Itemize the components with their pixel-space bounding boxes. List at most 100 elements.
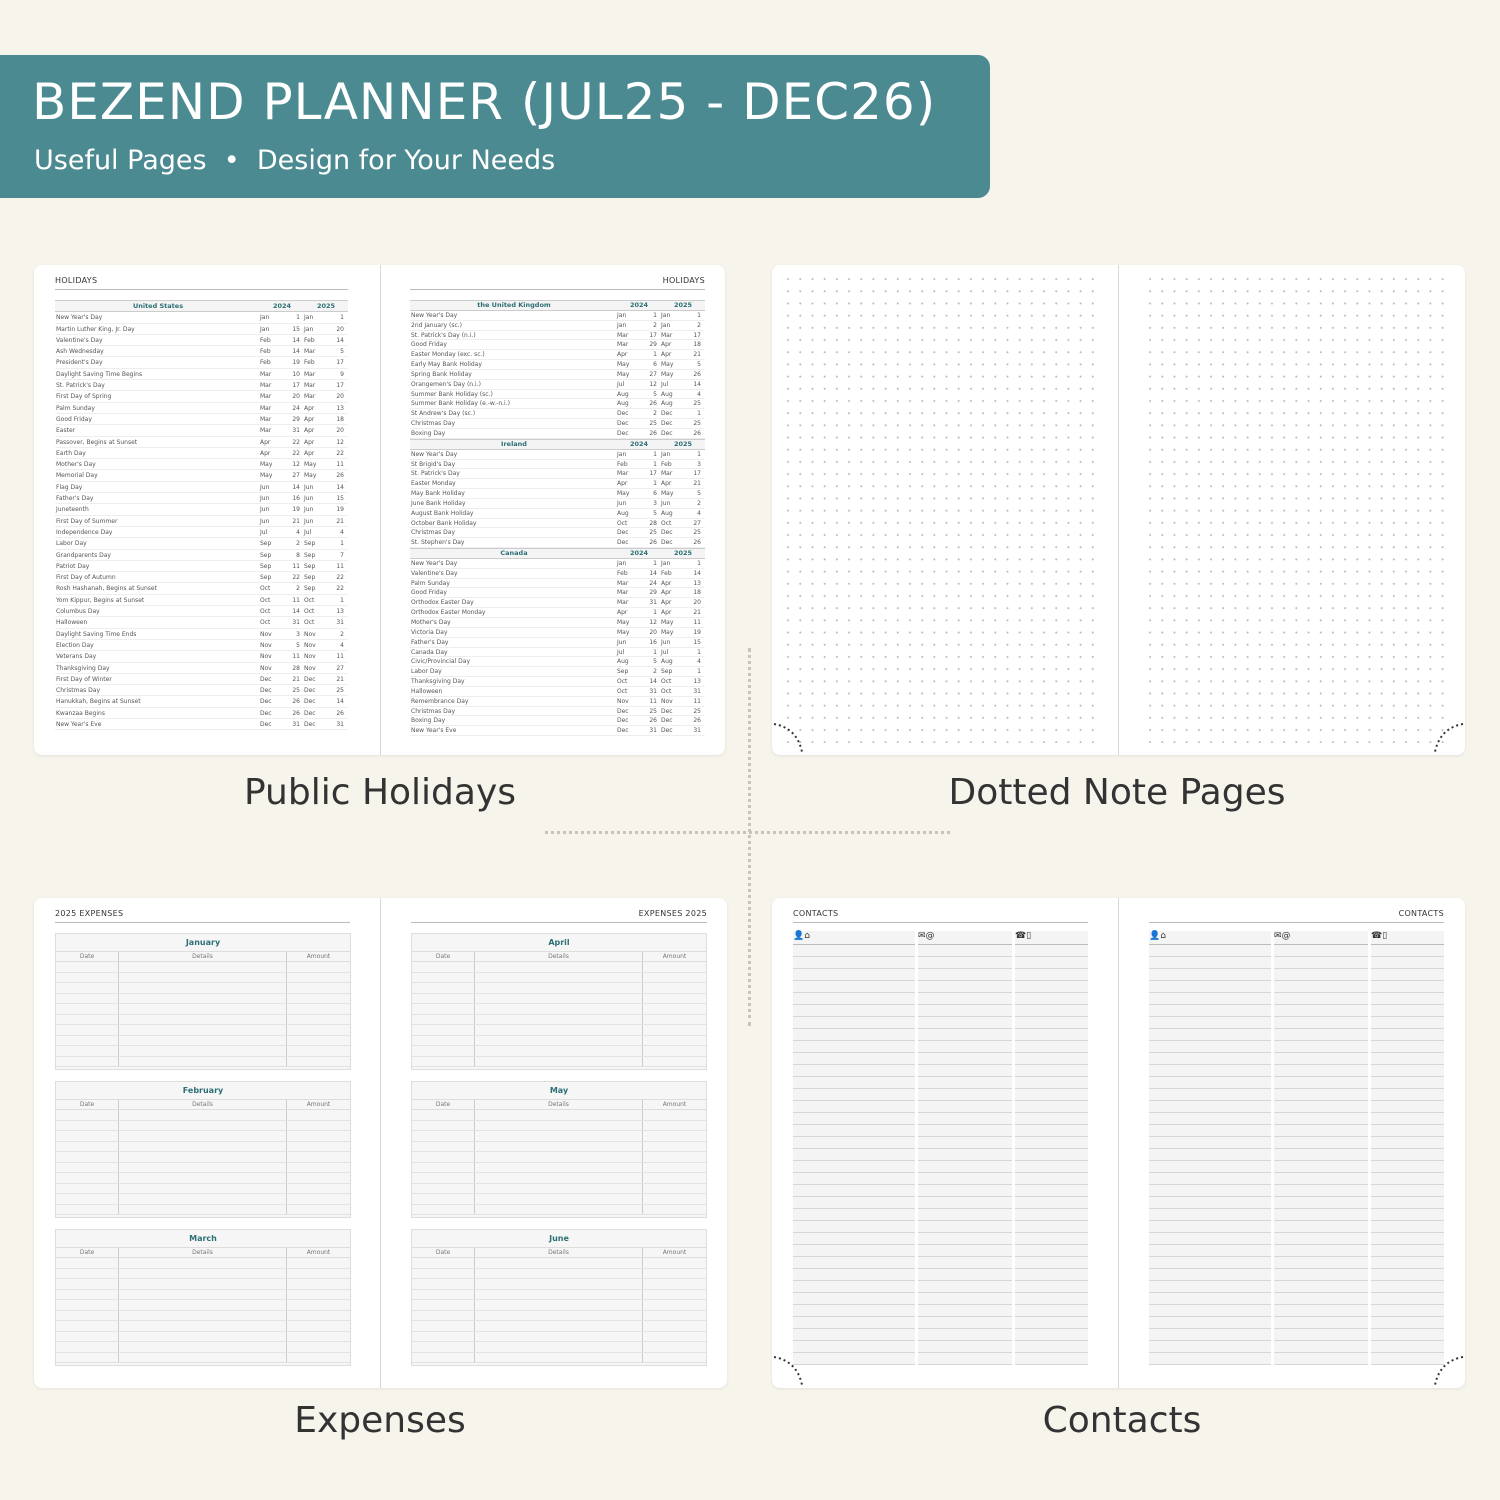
- contact-row: [1015, 1041, 1088, 1053]
- holiday-name: New Year's Eve: [411, 727, 457, 735]
- day-2024: 14: [292, 336, 300, 344]
- expense-month-table: May Date Details Amount: [411, 1081, 707, 1218]
- expense-row: [412, 1321, 706, 1332]
- holiday-name: Ash Wednesday: [56, 348, 104, 356]
- month-2025: Dec: [304, 709, 316, 717]
- contacts-page-left: CONTACTS: [793, 909, 1088, 923]
- month-2024: Apr: [260, 449, 271, 457]
- page-heading: HOLIDAYS: [55, 276, 348, 290]
- contact-row: [793, 1281, 915, 1293]
- month-2024: May: [617, 370, 630, 378]
- holiday-row: Valentine's Day Feb 14 Feb 14: [410, 569, 705, 579]
- mail-at-icon: ✉@: [1274, 931, 1368, 945]
- contact-row: [793, 1005, 915, 1017]
- holiday-name: May Bank Holiday: [411, 490, 465, 498]
- day-2025: 26: [693, 370, 701, 378]
- contact-row: [793, 1077, 915, 1089]
- expense-cell: [119, 1258, 287, 1268]
- contact-row: [1015, 1245, 1088, 1257]
- month-2024: Dec: [617, 420, 629, 428]
- expense-cell: [119, 1300, 287, 1310]
- expense-cell: [287, 1353, 350, 1363]
- expense-row: [56, 1162, 350, 1173]
- day-2025: 22: [336, 449, 344, 457]
- day-2025: 4: [340, 641, 344, 649]
- month-2025: Feb: [661, 569, 672, 577]
- contact-row: [1015, 1209, 1088, 1221]
- day-2024: 5: [653, 390, 657, 398]
- contact-row: [1015, 1197, 1088, 1209]
- day-2024: 11: [292, 562, 300, 570]
- holiday-name: Mother's Day: [56, 461, 96, 469]
- expense-cell: [56, 1289, 119, 1299]
- expense-cell: [56, 983, 119, 993]
- expense-row: [56, 1004, 350, 1015]
- expense-cell: [643, 1121, 706, 1131]
- expense-cell: [643, 1110, 706, 1120]
- month-2025: Apr: [304, 427, 315, 435]
- month-2025: Jul: [661, 380, 669, 388]
- holiday-name: August Bank Holiday: [411, 509, 474, 517]
- day-2025: 15: [336, 495, 344, 503]
- day-2024: 26: [649, 717, 657, 725]
- expense-cell: [119, 1131, 287, 1141]
- holiday-row: Orthodox Easter Monday Apr 1 Apr 21: [410, 608, 705, 618]
- expense-cell: [475, 1014, 643, 1024]
- expense-cell: [119, 1120, 287, 1130]
- contact-row: [793, 1221, 915, 1233]
- day-2025: 21: [693, 609, 701, 617]
- holiday-row: Father's Day Jun 16 Jun 15: [410, 638, 705, 648]
- subtitle-right: Design for Your Needs: [256, 145, 556, 176]
- holiday-row: Ash Wednesday Feb 14 Mar 5: [55, 346, 348, 358]
- expense-cell: [412, 1141, 475, 1151]
- expense-cell: [643, 1036, 706, 1046]
- year-2024: 2024: [629, 301, 649, 309]
- expense-cell: [412, 1310, 475, 1320]
- contact-row: [1149, 1353, 1271, 1365]
- expense-cell: [56, 1204, 119, 1214]
- contact-row: [1371, 981, 1444, 993]
- expense-cell: [56, 1342, 119, 1352]
- holiday-name: Civic/Provincial Day: [411, 658, 470, 666]
- day-2025: 25: [693, 529, 701, 537]
- month-2024: Jan: [617, 321, 627, 329]
- holiday-row: Kwanzaa Begins Dec 26 Dec 26: [55, 708, 348, 719]
- contact-row: [793, 1233, 915, 1245]
- contact-column: 👤⌂: [1149, 931, 1271, 1365]
- expense-cell: [475, 983, 643, 993]
- month-2025: Dec: [661, 707, 673, 715]
- holiday-row: First Day of Winter Dec 21 Dec 21: [55, 674, 348, 686]
- day-2024: 1: [653, 648, 657, 656]
- day-2024: 25: [649, 707, 657, 715]
- month-2025: Apr: [661, 579, 672, 587]
- holiday-name: Kwanzaa Begins: [56, 709, 105, 717]
- contact-row: [918, 1113, 1012, 1125]
- day-2025: 4: [697, 509, 701, 517]
- holiday-row: Remembrance Day Nov 11 Nov 11: [410, 697, 705, 707]
- holiday-name: St. Stephen's Day: [411, 539, 465, 547]
- expense-cell: [56, 1035, 119, 1045]
- day-2025: 2: [697, 499, 701, 507]
- contact-row: [793, 1257, 915, 1269]
- day-2025: 4: [697, 390, 701, 398]
- holiday-name: Patriot Day: [56, 562, 90, 570]
- expense-row: [56, 1321, 350, 1332]
- contact-row: [1015, 1257, 1088, 1269]
- contact-row: [918, 1293, 1012, 1305]
- contact-row: [1015, 1125, 1088, 1137]
- contact-row: [918, 1053, 1012, 1065]
- holiday-name: Boxing Day: [411, 717, 446, 725]
- expense-cell: [643, 1173, 706, 1183]
- month-2025: Sep: [304, 585, 316, 593]
- contacts-table: 👤⌂ ✉@ ☎▯: [793, 931, 1088, 1365]
- contact-row: [1274, 1053, 1368, 1065]
- contact-row: [1371, 1209, 1444, 1221]
- holidays-page-us: HOLIDAYS United States 2024 2025 New Year's…: [55, 276, 348, 746]
- holiday-name: Labor Day: [56, 540, 87, 548]
- contact-row: [793, 957, 915, 969]
- holiday-name: Easter: [56, 427, 76, 435]
- holiday-row: New Year's Day Jan 1 Jan 1: [55, 312, 348, 324]
- dot-grid-right: [1144, 273, 1454, 743]
- contact-row: [1274, 1293, 1368, 1305]
- contact-row: [1015, 1113, 1088, 1125]
